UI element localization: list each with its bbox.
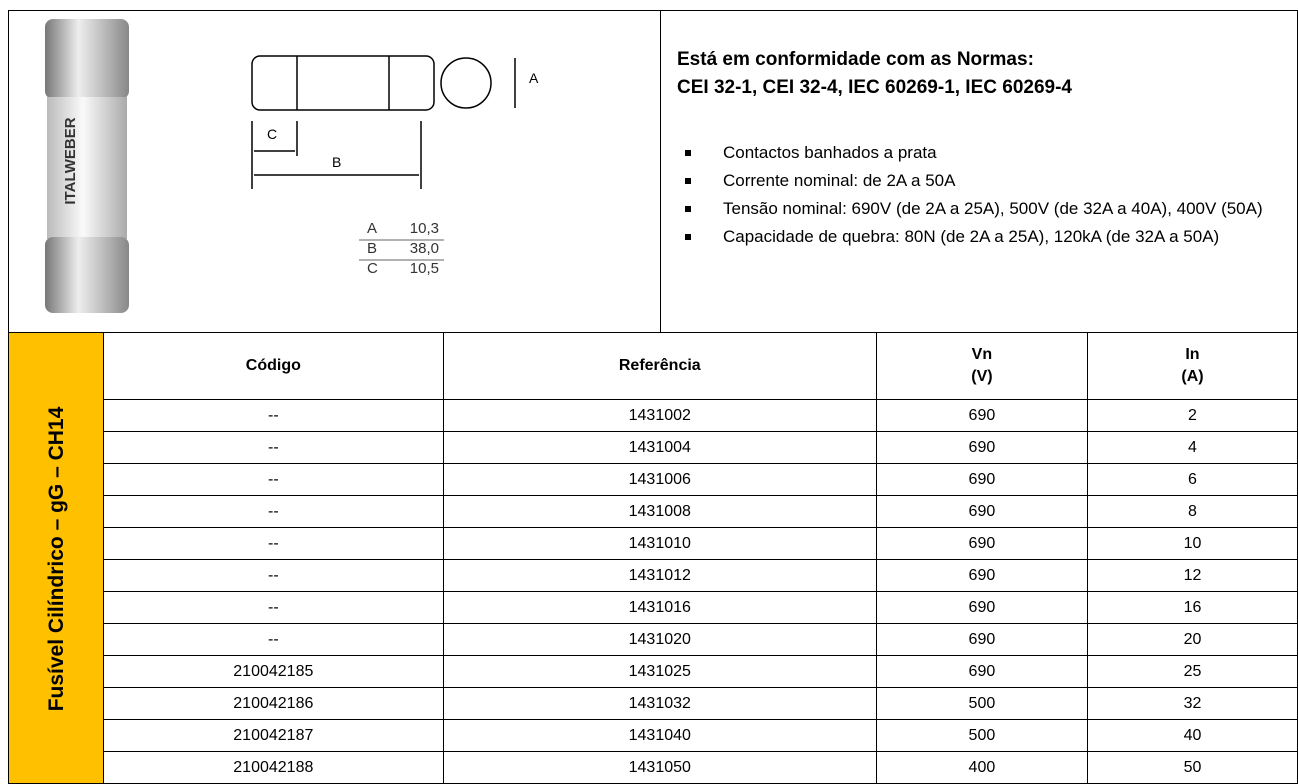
standards-panel: Está em conformidade com as Normas: CEI … [660, 10, 1298, 333]
column-header: Referência [442, 332, 877, 400]
table-row: -- 1431006 690 6 [103, 463, 1298, 496]
column-header: In (A) [1086, 332, 1298, 400]
dimension-value: 38,0 [410, 240, 439, 257]
header-line: (A) [1181, 368, 1204, 385]
table-row: -- 1431008 690 8 [103, 495, 1298, 528]
dimension-table-lines [359, 239, 444, 261]
table-cell: -- [103, 591, 444, 624]
table-cell: 690 [875, 527, 1088, 560]
table-row: -- 1431012 690 12 [103, 559, 1298, 592]
dimension-label: C [267, 126, 277, 142]
table-cell: 20 [1086, 623, 1298, 656]
header-line: In [1185, 346, 1200, 363]
product-illustration: ITALWEBER A B C A 10,3 B 38,0 C 10,5 [45, 19, 539, 313]
table-cell: 210042185 [103, 655, 444, 688]
table-cell: 690 [875, 591, 1088, 624]
table-cell: 690 [875, 399, 1088, 432]
table-row: -- 1431020 690 20 [103, 623, 1298, 656]
table-cell: 16 [1086, 591, 1298, 624]
feature-item: Capacidade de quebra: 80N (de 2A a 25A),… [677, 225, 1277, 249]
table-cell: 6 [1086, 463, 1298, 496]
table-cell: 210042187 [103, 719, 444, 752]
table-cell: 1431016 [442, 591, 877, 624]
table-row: -- 1431002 690 2 [103, 399, 1298, 432]
header-line: (V) [971, 368, 993, 385]
standards-heading: Está em conformidade com as Normas: [677, 49, 1034, 70]
table-cell: 1431050 [442, 751, 877, 784]
dimension-label: B [332, 154, 341, 170]
table-cell: 1431008 [442, 495, 877, 528]
feature-item: Contactos banhados a prata [677, 141, 1277, 165]
table-cell: 1431020 [442, 623, 877, 656]
table-cell: 1431006 [442, 463, 877, 496]
dimension-value: 10,3 [410, 220, 439, 237]
fuse-photo: ITALWEBER [45, 19, 129, 313]
table-cell: 400 [875, 751, 1088, 784]
table-cell: 8 [1086, 495, 1298, 528]
column-header: Código [103, 332, 444, 400]
fuse-brand: ITALWEBER [62, 117, 79, 204]
table-cell: 690 [875, 495, 1088, 528]
column-header: Vn (V) [875, 332, 1088, 400]
table-cell: 500 [875, 687, 1088, 720]
table-row: 210042185 1431025 690 25 [103, 655, 1298, 688]
table-cell: 50 [1086, 751, 1298, 784]
table-cell: 690 [875, 559, 1088, 592]
table-cell: -- [103, 463, 444, 496]
table-cell: 690 [875, 431, 1088, 464]
dimension-value: 10,5 [410, 260, 439, 277]
table-cell: 1431025 [442, 655, 877, 688]
table-cell: 12 [1086, 559, 1298, 592]
feature-item: Corrente nominal: de 2A a 50A [677, 169, 1277, 193]
table-cell: 1431010 [442, 527, 877, 560]
table-cell: 32 [1086, 687, 1298, 720]
table-row: 210042187 1431040 500 40 [103, 719, 1298, 752]
table-cell: -- [103, 623, 444, 656]
table-cell: 1431040 [442, 719, 877, 752]
table-cell: -- [103, 399, 444, 432]
table-row: -- 1431010 690 10 [103, 527, 1298, 560]
table-cell: 1431002 [442, 399, 877, 432]
table-cell: -- [103, 495, 444, 528]
table-cell: 25 [1086, 655, 1298, 688]
table-row: 210042188 1431050 400 50 [103, 751, 1298, 784]
dimension-name: A [367, 220, 377, 237]
table-cell: 690 [875, 623, 1088, 656]
standards-list: CEI 32-1, CEI 32-4, IEC 60269-1, IEC 602… [677, 77, 1072, 98]
side-label: Fusível Cilíndrico – gG – CH14 [45, 406, 68, 712]
table-row: 210042186 1431032 500 32 [103, 687, 1298, 720]
table-row: -- 1431016 690 16 [103, 591, 1298, 624]
table-cell: 210042188 [103, 751, 444, 784]
feature-item: Tensão nominal: 690V (de 2A a 25A), 500V… [677, 197, 1277, 221]
table-cell: 4 [1086, 431, 1298, 464]
table-cell: 10 [1086, 527, 1298, 560]
table-cell: 1431032 [442, 687, 877, 720]
table-cell: 210042186 [103, 687, 444, 720]
header-line: Código [245, 357, 301, 374]
feature-list: Contactos banhados a prata Corrente nomin… [677, 141, 1277, 253]
side-band: Fusível Cilíndrico – gG – CH14 [8, 332, 104, 784]
fuse-table: Código Referência Vn (V) In (A) -- 1431002 690 2-… [103, 332, 1298, 784]
dimension-name: C [367, 260, 378, 277]
header-line: Referência [618, 357, 701, 374]
table-cell: 1431004 [442, 431, 877, 464]
table-cell: 690 [875, 463, 1088, 496]
table-cell: 2 [1086, 399, 1298, 432]
header-line: Vn [971, 346, 993, 363]
dimension-name: B [367, 240, 377, 257]
table-cell: 500 [875, 719, 1088, 752]
product-panel: ITALWEBER A B C A 10,3 B 38,0 C 10,5 [8, 10, 661, 333]
table-cell: -- [103, 559, 444, 592]
table-cell: -- [103, 431, 444, 464]
fuse-drawing [251, 55, 516, 189]
table-cell: -- [103, 527, 444, 560]
table-cell: 1431012 [442, 559, 877, 592]
table-row: -- 1431004 690 4 [103, 431, 1298, 464]
dimension-label: A [529, 70, 539, 86]
table-cell: 690 [875, 655, 1088, 688]
table-cell: 40 [1086, 719, 1298, 752]
